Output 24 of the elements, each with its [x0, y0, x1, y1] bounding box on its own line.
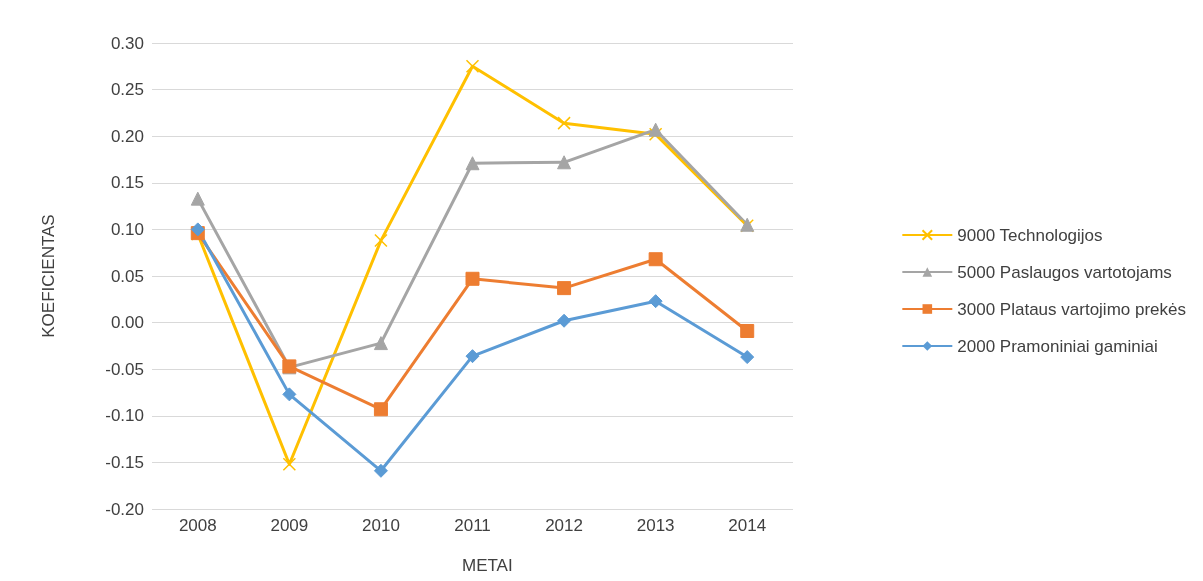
legend-label: 3000 Plataus vartojimo prekės: [957, 299, 1187, 319]
y-tick-label: 0.20: [110, 126, 144, 146]
y-tick-label: -0.20: [105, 499, 144, 519]
x-tick-label: 2014: [728, 516, 767, 535]
y-axis-title: KOEFICIENTAS: [39, 214, 58, 338]
x-tick-label: 2011: [454, 516, 491, 535]
y-tick-label: 0.25: [110, 80, 144, 100]
y-tick-label: 0.30: [110, 33, 144, 53]
y-tick-label: -0.15: [105, 452, 144, 472]
y-tick-label: 0.00: [110, 313, 144, 333]
y-tick-label: 0.10: [110, 219, 144, 239]
x-axis-title: METAI: [462, 556, 513, 575]
x-tick-label: 2008: [178, 516, 217, 535]
y-tick-label: -0.05: [105, 359, 144, 379]
x-tick-label: 2009: [270, 516, 309, 535]
legend-label: 2000 Pramoniniai gaminiai: [957, 336, 1158, 356]
y-tick-label: -0.10: [105, 406, 144, 426]
y-tick-label: 0.05: [110, 266, 144, 286]
x-tick-label: 2013: [636, 516, 675, 535]
y-tick-label: 0.15: [110, 173, 144, 193]
legend-label: 5000 Paslaugos vartotojams: [957, 262, 1172, 282]
legend-label: 9000 Technologijos: [957, 225, 1103, 245]
x-tick-label: 2010: [362, 516, 400, 535]
x-tick-label: 2012: [545, 516, 583, 535]
